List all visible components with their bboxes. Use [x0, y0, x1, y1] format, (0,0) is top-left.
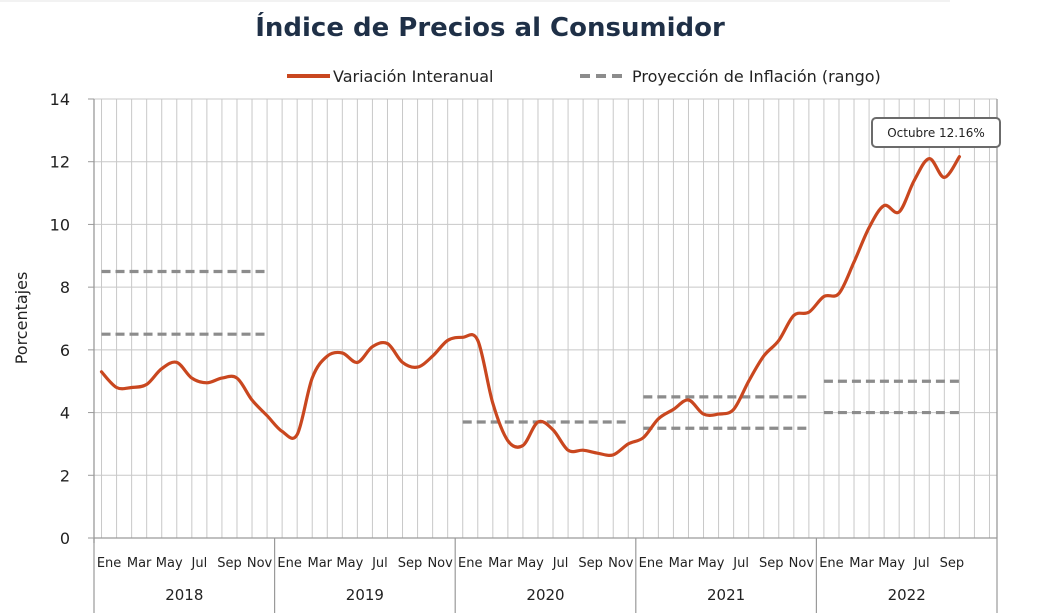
x-month-label: Mar [669, 556, 694, 571]
x-year-label: 2020 [526, 586, 564, 604]
x-month-label: Mar [849, 556, 874, 571]
legend-label-variacion: Variación Interanual [333, 67, 493, 86]
y-tick-label: 14 [50, 90, 70, 109]
x-month-label: Sep [217, 556, 242, 571]
x-year-label: 2022 [888, 586, 926, 604]
x-month-label: Ene [458, 556, 482, 571]
x-month-label: Jul [191, 556, 208, 571]
annotation-text: Octubre 12.16% [887, 126, 985, 140]
x-month-label: Sep [759, 556, 784, 571]
annotation-frame [871, 117, 1001, 148]
chart-title: Índice de Precios al Consumidor [255, 11, 725, 43]
x-month-label: May [878, 556, 905, 571]
x-year-label: 2018 [165, 586, 203, 604]
y-tick-label: 2 [60, 466, 70, 485]
x-month-label: Sep [940, 556, 965, 571]
annotation-box: Octubre 12.16% [871, 117, 1001, 148]
x-month-label: Nov [427, 556, 453, 571]
x-month-label: Jul [371, 556, 388, 571]
x-year-label: 2019 [346, 586, 384, 604]
y-tick-label: 12 [50, 153, 70, 172]
x-month-label: Jul [732, 556, 749, 571]
x-month-label: Ene [97, 556, 121, 571]
x-month-label: May [698, 556, 725, 571]
x-month-label: Sep [398, 556, 423, 571]
x-year-label: 2021 [707, 586, 745, 604]
y-tick-label: 4 [60, 404, 70, 423]
x-axis-labels: Ene Mar May Jul Sep Nov 2018 Ene Mar May Jul Sep Nov… [93, 538, 998, 613]
y-tick-label: 10 [50, 215, 70, 234]
y-tick-label: 8 [60, 278, 70, 297]
x-month-label: Mar [127, 556, 152, 571]
legend: Variación Interanual Proyección de Infla… [287, 67, 881, 86]
x-month-label: Ene [639, 556, 663, 571]
y-axis-label: Porcentajes [12, 272, 31, 365]
x-month-label: Ene [277, 556, 301, 571]
x-month-label: May [517, 556, 544, 571]
x-month-label: Mar [488, 556, 513, 571]
x-month-label: Jul [913, 556, 930, 571]
x-month-label: Jul [552, 556, 569, 571]
y-tick-label: 0 [60, 529, 70, 548]
x-month-label: May [336, 556, 363, 571]
x-month-label: Nov [789, 556, 815, 571]
y-tick-label: 6 [60, 341, 70, 360]
x-month-label: May [156, 556, 183, 571]
y-tick-labels: 0 2 4 6 8 10 12 14 [50, 90, 70, 548]
projection-series [101, 269, 960, 430]
x-month-label: Nov [608, 556, 634, 571]
series-line-variacion [99, 155, 961, 458]
legend-label-proyeccion: Proyección de Inflación (rango) [632, 67, 881, 86]
x-month-label: Mar [307, 556, 332, 571]
grid [88, 98, 998, 543]
x-month-label: Sep [578, 556, 603, 571]
x-month-label: Ene [819, 556, 843, 571]
x-month-label: Nov [247, 556, 273, 571]
